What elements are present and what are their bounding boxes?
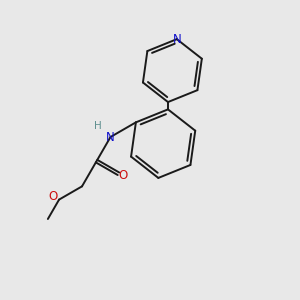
Text: O: O [119, 169, 128, 182]
Text: N: N [106, 130, 115, 143]
Text: N: N [172, 33, 181, 46]
Text: H: H [94, 121, 102, 131]
Text: O: O [48, 190, 57, 203]
